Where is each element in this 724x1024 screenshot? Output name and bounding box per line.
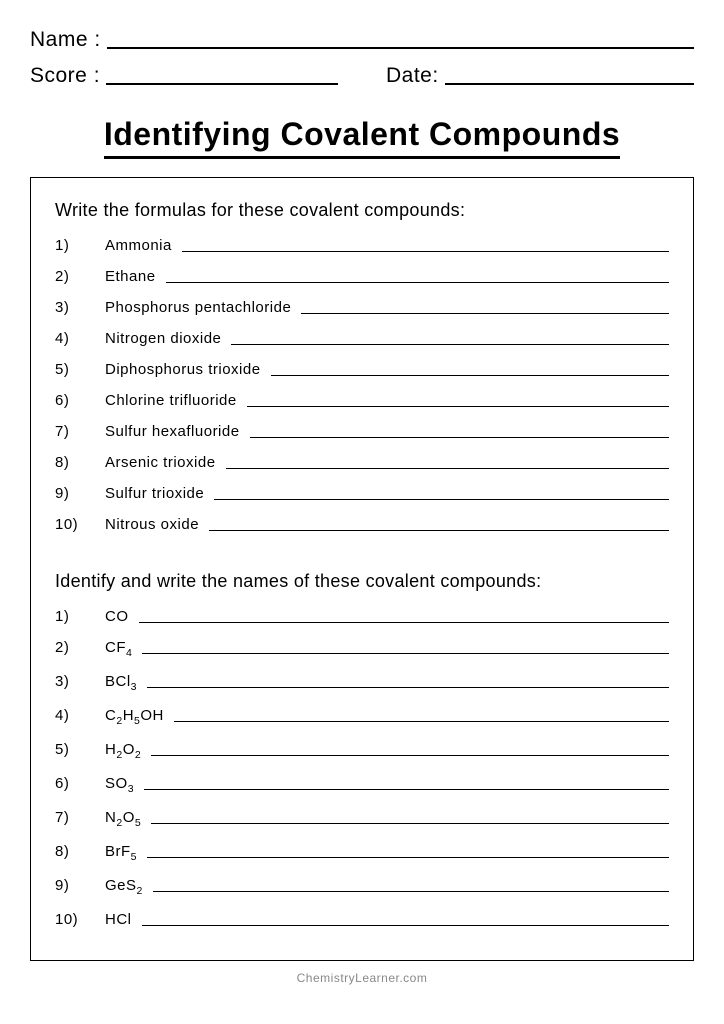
compound-formula: SO3	[93, 775, 134, 795]
compound-name: Nitrous oxide	[93, 516, 199, 533]
section2-item: 6)SO3	[55, 775, 669, 795]
name-row: Name :	[30, 28, 694, 52]
item-number: 6)	[55, 392, 93, 409]
section1-list: 1)Ammonia2)Ethane3)Phosphorus pentachlor…	[55, 237, 669, 533]
answer-blank	[174, 721, 669, 722]
compound-name: Nitrogen dioxide	[93, 330, 221, 347]
answer-blank	[209, 530, 669, 531]
section2-item: 3)BCl3	[55, 673, 669, 693]
title-text: Identifying Covalent Compounds	[104, 116, 620, 159]
section1-item: 1)Ammonia	[55, 237, 669, 254]
answer-blank	[139, 622, 670, 623]
item-number: 1)	[55, 237, 93, 254]
answer-blank	[142, 925, 670, 926]
section1-item: 2)Ethane	[55, 268, 669, 285]
answer-blank	[231, 344, 669, 345]
item-number: 4)	[55, 707, 93, 724]
item-number: 6)	[55, 775, 93, 792]
compound-name: Diphosphorus trioxide	[93, 361, 261, 378]
section1-prompt: Write the formulas for these covalent co…	[55, 200, 669, 221]
item-number: 4)	[55, 330, 93, 347]
section2-item: 2)CF4	[55, 639, 669, 659]
answer-blank	[301, 313, 669, 314]
section2-item: 8)BrF5	[55, 843, 669, 863]
section1-item: 10)Nitrous oxide	[55, 516, 669, 533]
section2-item: 5)H2O2	[55, 741, 669, 761]
item-number: 8)	[55, 454, 93, 471]
item-number: 8)	[55, 843, 93, 860]
compound-name: Phosphorus pentachloride	[93, 299, 291, 316]
name-label: Name :	[30, 28, 101, 52]
date-label: Date:	[386, 64, 439, 88]
score-blank	[106, 83, 338, 85]
compound-formula: BrF5	[93, 843, 137, 863]
section2-item: 4)C2H5OH	[55, 707, 669, 727]
compound-name: Arsenic trioxide	[93, 454, 216, 471]
item-number: 5)	[55, 361, 93, 378]
section1-item: 7)Sulfur hexafluoride	[55, 423, 669, 440]
compound-formula: CO	[93, 608, 129, 625]
section2-item: 1)CO	[55, 608, 669, 625]
answer-blank	[250, 437, 669, 438]
section2-item: 10)HCl	[55, 911, 669, 928]
section1-item: 8)Arsenic trioxide	[55, 454, 669, 471]
section1-item: 3)Phosphorus pentachloride	[55, 299, 669, 316]
compound-formula: H2O2	[93, 741, 141, 761]
answer-blank	[144, 789, 669, 790]
item-number: 3)	[55, 673, 93, 690]
compound-formula: BCl3	[93, 673, 137, 693]
section2-item: 7)N2O5	[55, 809, 669, 829]
compound-name: Ammonia	[93, 237, 172, 254]
item-number: 5)	[55, 741, 93, 758]
item-number: 9)	[55, 485, 93, 502]
answer-blank	[147, 857, 669, 858]
footer-attribution: ChemistryLearner.com	[30, 971, 694, 985]
answer-blank	[147, 687, 669, 688]
section2-list: 1)CO2)CF43)BCl34)C2H5OH5)H2O26)SO37)N2O5…	[55, 608, 669, 928]
answer-blank	[247, 406, 669, 407]
compound-name: Sulfur trioxide	[93, 485, 204, 502]
score-label: Score :	[30, 64, 100, 88]
answer-blank	[214, 499, 669, 500]
answer-blank	[226, 468, 669, 469]
section2-prompt: Identify and write the names of these co…	[55, 571, 669, 592]
compound-formula: C2H5OH	[93, 707, 164, 727]
compound-formula: GeS2	[93, 877, 143, 897]
date-field: Date:	[386, 64, 694, 88]
answer-blank	[153, 891, 669, 892]
name-blank	[107, 47, 694, 49]
compound-name: Ethane	[93, 268, 156, 285]
section1-item: 5)Diphosphorus trioxide	[55, 361, 669, 378]
item-number: 3)	[55, 299, 93, 316]
section1-item: 4)Nitrogen dioxide	[55, 330, 669, 347]
item-number: 10)	[55, 516, 93, 533]
item-number: 10)	[55, 911, 93, 928]
section2-item: 9)GeS2	[55, 877, 669, 897]
item-number: 7)	[55, 809, 93, 826]
item-number: 9)	[55, 877, 93, 894]
item-number: 2)	[55, 639, 93, 656]
page-title: Identifying Covalent Compounds	[30, 116, 694, 153]
answer-blank	[182, 251, 669, 252]
answer-blank	[151, 755, 669, 756]
compound-formula: CF4	[93, 639, 132, 659]
compound-formula: N2O5	[93, 809, 141, 829]
compound-name: Sulfur hexafluoride	[93, 423, 240, 440]
compound-name: Chlorine trifluoride	[93, 392, 237, 409]
answer-blank	[151, 823, 669, 824]
answer-blank	[166, 282, 669, 283]
item-number: 2)	[55, 268, 93, 285]
compound-formula: HCl	[93, 911, 132, 928]
item-number: 1)	[55, 608, 93, 625]
section1-item: 9)Sulfur trioxide	[55, 485, 669, 502]
score-field: Score :	[30, 64, 338, 88]
item-number: 7)	[55, 423, 93, 440]
worksheet-box: Write the formulas for these covalent co…	[30, 177, 694, 961]
date-blank	[445, 83, 694, 85]
answer-blank	[142, 653, 669, 654]
answer-blank	[271, 375, 669, 376]
section1-item: 6)Chlorine trifluoride	[55, 392, 669, 409]
score-date-row: Score : Date:	[30, 64, 694, 88]
